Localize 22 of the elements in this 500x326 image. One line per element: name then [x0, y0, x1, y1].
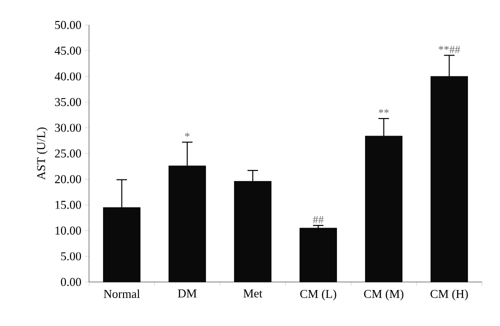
x-tick-label: Normal: [104, 290, 140, 298]
y-tick-label: 35.00: [55, 98, 82, 106]
y-tick-label: 30.00: [55, 124, 82, 132]
y-tick-label: 10.00: [56, 226, 82, 235]
x-tick-label: CM (L): [300, 290, 336, 300]
x-tick-label: CM (M): [364, 290, 404, 300]
annotation: **##: [438, 46, 460, 54]
annotation: *: [185, 132, 190, 137]
x-tick-label: Met: [243, 290, 262, 298]
y-axis-title: AST (U/L): [36, 128, 48, 180]
annotation: ##: [312, 216, 324, 224]
y-tick-label: 50.00: [55, 20, 82, 30]
x-tick-label: CM (H): [430, 290, 468, 300]
y-tick-label: 5.00: [61, 252, 82, 260]
y-tick-label: 40.00: [54, 72, 82, 80]
y-tick-label: 20.00: [55, 175, 82, 184]
y-tick-label: 0.00: [60, 278, 82, 286]
annotation: **: [378, 109, 389, 114]
y-tick-label: 15.00: [56, 200, 82, 209]
x-tick-label: DM: [178, 290, 197, 298]
y-tick-label: 25.00: [55, 149, 82, 158]
y-tick-label: 45.00: [54, 46, 82, 55]
